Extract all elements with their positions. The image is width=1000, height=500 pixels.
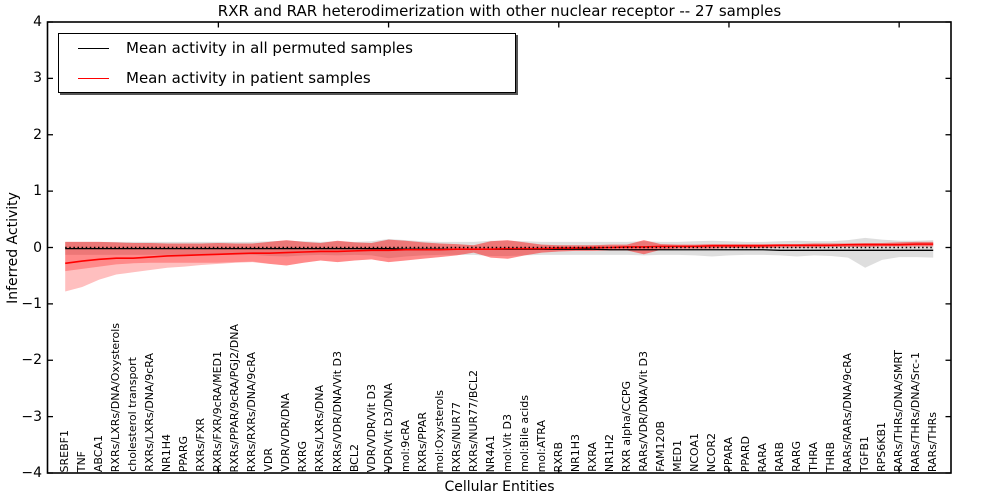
x-tick-label: RARs/THRs [926, 411, 940, 472]
x-tick-label: RXRs/PPAR/9cRA/PGJ2/DNA [228, 323, 242, 473]
x-tick-label: RXRs/LXRs/DNA/Oxysterols [109, 322, 123, 472]
x-tick-label: ABCA1 [92, 434, 106, 472]
y-tick-label: −1 [21, 295, 42, 312]
x-tick-label: RXRs/RXRs/DNA/9cRA [245, 351, 259, 472]
x-tick-label: RXRs/NUR77 [449, 401, 463, 472]
x-tick-label: VDR/VDR/DNA [279, 393, 293, 472]
x-tick-label: RARs/THRs/DNA/Src-1 [909, 351, 923, 472]
x-tick-label: RARA [756, 442, 769, 472]
x-tick-label: RXRs/VDR/DNA/Vit D3 [330, 350, 344, 472]
legend: Mean activity in all permuted samples Me… [58, 33, 516, 93]
x-tick-label: RXRs/FXR [194, 418, 208, 472]
x-tick-label: SREBF1 [58, 429, 72, 472]
patient-samples-range-inner-band [65, 239, 934, 272]
x-tick-label: RARG [790, 441, 804, 472]
x-tick-label: mol:Vit D3 [500, 414, 514, 472]
x-tick-label: RARs/RARs/DNA/9cRA [841, 352, 855, 472]
x-tick-label: RXRs/LXRs/DNA [313, 384, 327, 472]
patient-mean-line [65, 243, 934, 265]
x-tick-label: FAM120B [653, 421, 667, 472]
x-tick-label: mol:Oxysterols [432, 389, 446, 473]
x-tick-label: PPARG [177, 435, 191, 472]
x-tick-label: RXRB [551, 441, 565, 472]
x-tick-label: RXRA [585, 442, 599, 472]
x-tick-label: RXRs/PPAR [415, 412, 429, 472]
legend-label-patient: Mean activity in patient samples [126, 69, 371, 87]
x-tick-label: MED1 [670, 440, 684, 472]
y-tick-label: 3 [33, 70, 42, 87]
legend-item-permuted: Mean activity in all permuted samples [59, 35, 515, 61]
y-tick-label: −2 [21, 352, 42, 369]
x-tick-label: PPARD [738, 435, 752, 472]
x-tick-label: RXR alpha/CCPG [619, 380, 633, 472]
y-tick-label: −4 [21, 465, 42, 481]
x-tick-label: NR1H3 [568, 433, 582, 472]
x-tick-label: mol:9cRA [398, 420, 412, 472]
y-tick-label: 2 [33, 126, 42, 143]
permuted-line-swatch [78, 47, 109, 49]
x-tick-label: mol:Bile acids [517, 395, 531, 472]
x-tick-label: TNF [75, 450, 89, 472]
y-tick-label: 0 [33, 239, 42, 256]
x-tick-label: NR1H2 [602, 433, 616, 472]
x-tick-label: RARB [773, 442, 787, 472]
x-tick-label: NR4A1 [483, 434, 497, 472]
x-tick-label: RXRG [296, 440, 310, 472]
x-tick-label: RPS6KB1 [875, 421, 889, 472]
x-tick-label: RXRs/LXRs/DNA/9cRA [143, 353, 157, 472]
x-tick-label: NR1H4 [160, 433, 174, 472]
x-tick-label: THRB [824, 441, 838, 472]
x-tick-label: cholesterol transport [126, 357, 140, 472]
x-axis-label: Cellular Entities [444, 479, 555, 495]
x-tick-label: mol:ATRA [534, 419, 548, 472]
chart-title: RXR and RAR heterodimerization with othe… [217, 2, 782, 20]
x-tick-label: NCOA1 [687, 433, 701, 472]
y-tick-label: 1 [33, 183, 42, 200]
x-tick-label: VDR/VDR/Vit D3 [364, 383, 378, 472]
x-tick-label: RARs/THRs/DNA/SMRT [892, 350, 906, 472]
patient-line-swatch [78, 77, 109, 79]
legend-label-permuted: Mean activity in all permuted samples [126, 39, 413, 57]
x-tick-label: RXRs/FXR/9cRA/MED1 [211, 351, 225, 472]
x-tick-label: VDR/Vit D3/DNA [381, 383, 395, 472]
y-tick-label: 4 [33, 14, 42, 30]
x-tick-label: PPARA [721, 437, 735, 472]
x-tick-label: NCOR2 [704, 432, 718, 472]
x-tick-label: RARs/VDR/DNA/Vit D3 [636, 351, 650, 472]
x-tick-label: RXRs/NUR77/BCL2 [466, 369, 480, 472]
legend-item-patient: Mean activity in patient samples [59, 65, 515, 91]
x-tick-label: BCL2 [347, 443, 361, 472]
x-tick-label: TGFB1 [858, 435, 872, 472]
x-tick-label: THRA [807, 442, 821, 472]
y-tick-label: −3 [21, 408, 42, 425]
x-tick-label: VDR [262, 448, 276, 472]
